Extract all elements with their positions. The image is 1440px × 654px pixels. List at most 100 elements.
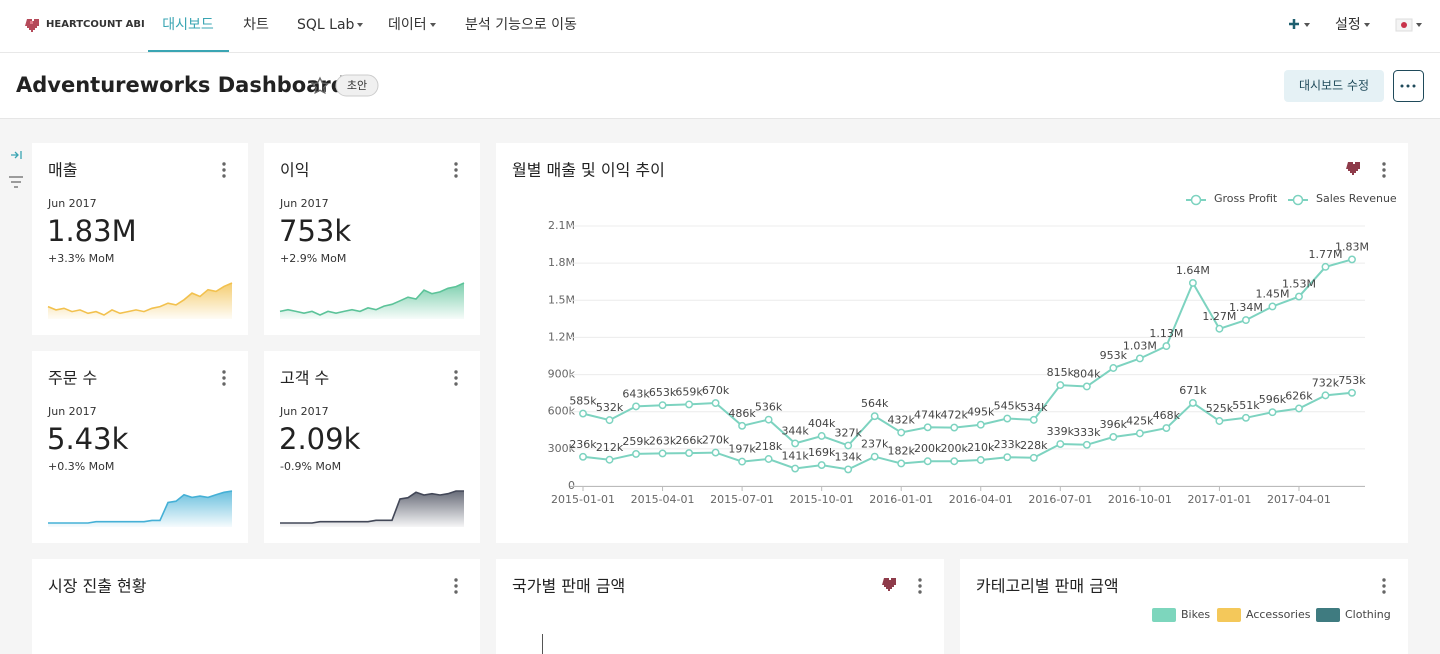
data-point [632, 402, 640, 411]
favorite-star[interactable] [310, 76, 330, 95]
data-point [632, 449, 640, 458]
nav-item[interactable]: SQL Lab [297, 17, 355, 33]
data-label: 233k [994, 438, 1022, 451]
data-point [1295, 404, 1303, 413]
x-tick-label: 2015-07-01 [710, 493, 774, 506]
logo[interactable]: HEARTCOUNT ABI [25, 19, 145, 32]
data-point [950, 457, 959, 466]
nav-item[interactable]: 데이터 [388, 17, 427, 33]
sparkline-area [280, 283, 464, 319]
nav-item[interactable]: 분석 기능으로 이동 [465, 17, 577, 33]
data-label: 333k [1073, 426, 1101, 439]
legend-marker [1190, 194, 1202, 206]
x-tick-label: 2016-07-01 [1028, 493, 1092, 506]
panel-title: 카테고리별 판매 금액 [976, 577, 1119, 596]
panel-menu[interactable] [1382, 578, 1386, 594]
data-label: 182k [888, 444, 916, 457]
chart-card [496, 143, 1408, 543]
data-point [1109, 364, 1118, 372]
y-tick-label: 1.8M [548, 256, 575, 269]
data-label: 1.64M [1176, 264, 1210, 277]
kpi-menu-dot [222, 370, 226, 374]
data-point [1241, 316, 1250, 325]
data-label: 1.34M [1229, 301, 1263, 314]
legend-swatch [1217, 608, 1241, 622]
x-tick-label: 2017-04-01 [1267, 493, 1331, 506]
data-label: 259k [622, 435, 650, 448]
data-label: 545k [994, 400, 1022, 413]
kpi-period: Jun 2017 [47, 197, 97, 210]
data-label: 1.45M [1255, 287, 1289, 300]
kpi-title: 매출 [48, 161, 77, 180]
kpi-menu-dot [454, 174, 458, 178]
data-label: 236k [569, 438, 597, 451]
data-point [1029, 453, 1038, 462]
kpi-menu-dot [222, 162, 226, 166]
data-label: 218k [755, 440, 783, 453]
sparkline [48, 490, 233, 524]
data-label: 804k [1073, 367, 1101, 380]
data-point [817, 461, 826, 470]
data-label: 210k [967, 441, 995, 454]
legend-label: Gross Profit [1214, 192, 1278, 205]
caret [430, 23, 436, 27]
data-point [923, 457, 932, 466]
data-point [976, 420, 985, 429]
data-point [923, 423, 932, 432]
kpi-title: 이익 [280, 161, 309, 180]
filter-icon[interactable] [9, 176, 23, 188]
data-label: 404k [808, 417, 836, 430]
data-point [1321, 262, 1330, 271]
edit-dashboard-button[interactable] [1284, 70, 1384, 102]
data-label: 270k [702, 434, 730, 447]
panel-card [496, 559, 944, 654]
data-label: 551k [1232, 399, 1260, 412]
data-point [1082, 382, 1091, 391]
y-tick-label: 1.2M [548, 330, 575, 343]
kpi-menu-dot [222, 168, 226, 172]
panel-title: 시장 진출 현황 [48, 577, 147, 596]
panel-menu[interactable] [454, 578, 458, 594]
nav-item[interactable]: 대시보드 [162, 17, 214, 33]
data-label: 643k [622, 387, 650, 400]
data-point [685, 449, 694, 458]
sidebar-expand[interactable] [11, 151, 22, 159]
data-point [1135, 429, 1144, 438]
data-point [1215, 417, 1224, 425]
nav-item[interactable]: 차트 [243, 17, 269, 33]
data-label: 815k [1047, 366, 1075, 379]
panel-menu[interactable] [918, 578, 922, 594]
language-flag[interactable] [1395, 18, 1422, 32]
series-line [582, 391, 1353, 471]
data-label: 327k [834, 427, 862, 440]
data-label: 344k [781, 424, 809, 437]
panel-title: 국가별 판매 금액 [512, 577, 625, 596]
kpi-change: -0.9% MoM [280, 460, 341, 473]
data-label: 525k [1206, 402, 1234, 415]
kpi-title: 주문 수 [48, 369, 97, 388]
x-tick-label: 2015-04-01 [631, 493, 695, 506]
chart-title: 월별 매출 및 이익 추이 [512, 161, 665, 180]
data-point [1162, 342, 1171, 351]
x-tick-label: 2016-01-01 [869, 493, 933, 506]
kpi-menu-dot [454, 168, 458, 172]
data-point [685, 400, 694, 409]
chart-menu[interactable] [1382, 162, 1386, 178]
logo-text: HEARTCOUNT ABI [46, 19, 145, 30]
data-point [1348, 388, 1356, 397]
data-label: 732k [1312, 376, 1340, 389]
more-dots [1400, 84, 1416, 88]
data-point [791, 464, 800, 473]
data-point [579, 452, 587, 461]
settings-menu[interactable]: 설정 [1335, 17, 1361, 33]
kpi-menu-dot [222, 174, 226, 178]
legend-swatch [1316, 608, 1340, 622]
data-point [817, 432, 826, 440]
add-button[interactable] [1289, 19, 1310, 29]
data-point [1135, 354, 1144, 363]
sparkline-area [48, 491, 232, 527]
sparkline [47, 282, 233, 316]
kpi-value: 1.83M [47, 214, 137, 248]
status-badge [335, 74, 379, 97]
data-point [764, 415, 773, 424]
